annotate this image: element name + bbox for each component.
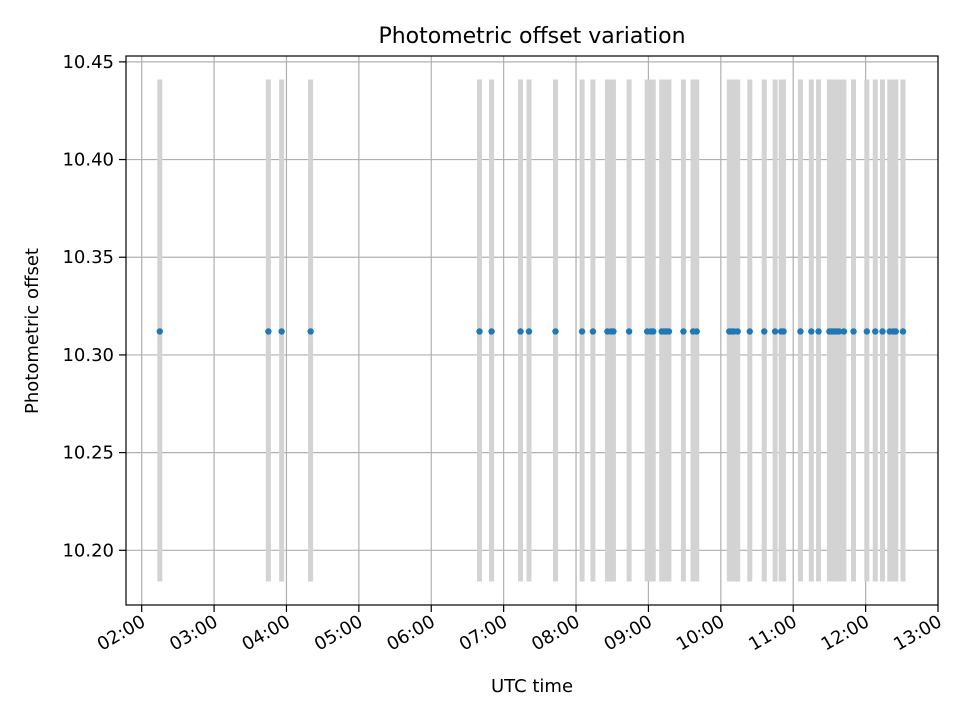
y-tick-label: 10.30 [62, 345, 114, 366]
y-tick-label: 10.25 [62, 443, 114, 464]
x-tick-label: 13:00 [890, 611, 945, 655]
data-point [808, 328, 815, 335]
data-point [746, 328, 753, 335]
x-tick-label: 11:00 [745, 611, 800, 655]
y-tick-label: 10.20 [62, 540, 114, 561]
data-point [589, 328, 597, 335]
data-point [650, 328, 657, 335]
x-tick-label: 02:00 [94, 611, 149, 655]
data-point [517, 328, 524, 335]
data-point [892, 328, 899, 335]
data-point [307, 328, 314, 335]
data-point [278, 328, 285, 335]
data-point [476, 328, 483, 335]
data-point [815, 328, 822, 335]
y-axis-label: Photometric offset [22, 248, 43, 414]
data-point [797, 328, 804, 335]
data-point [610, 328, 617, 335]
x-tick-label: 06:00 [383, 611, 438, 655]
data-point [680, 328, 687, 335]
chart-title: Photometric offset variation [378, 24, 685, 49]
data-point [872, 328, 879, 335]
x-tick-label: 05:00 [311, 611, 366, 655]
data-points [156, 328, 907, 335]
x-tick-label: 10:00 [673, 611, 728, 655]
x-tick-label: 08:00 [528, 611, 583, 655]
y-tick-label: 10.45 [62, 52, 114, 73]
x-tick-label: 04:00 [239, 611, 294, 655]
data-point [850, 328, 857, 335]
data-point [761, 328, 768, 335]
data-point [488, 328, 495, 335]
data-point [879, 328, 886, 335]
data-point [552, 328, 559, 335]
plot-frame [125, 55, 939, 606]
data-point [899, 328, 907, 335]
x-tick-label: 09:00 [601, 611, 656, 655]
data-point [693, 328, 700, 335]
data-point [771, 328, 779, 335]
y-tick-label: 10.35 [62, 247, 114, 268]
data-point [734, 328, 741, 335]
data-point [525, 328, 533, 335]
data-point [578, 328, 586, 335]
data-point [780, 328, 787, 335]
data-point [840, 328, 848, 335]
x-axis-label: UTC time [491, 676, 573, 697]
data-point [156, 328, 163, 335]
x-tick-label: 07:00 [456, 611, 511, 655]
data-point [625, 328, 633, 335]
data-point [863, 328, 871, 335]
data-point [665, 328, 673, 335]
y-tick-label: 10.40 [62, 150, 114, 171]
data-point [835, 328, 843, 335]
x-tick-label: 12:00 [818, 611, 873, 655]
data-point [265, 328, 272, 335]
x-tick-label: 03:00 [166, 611, 221, 655]
